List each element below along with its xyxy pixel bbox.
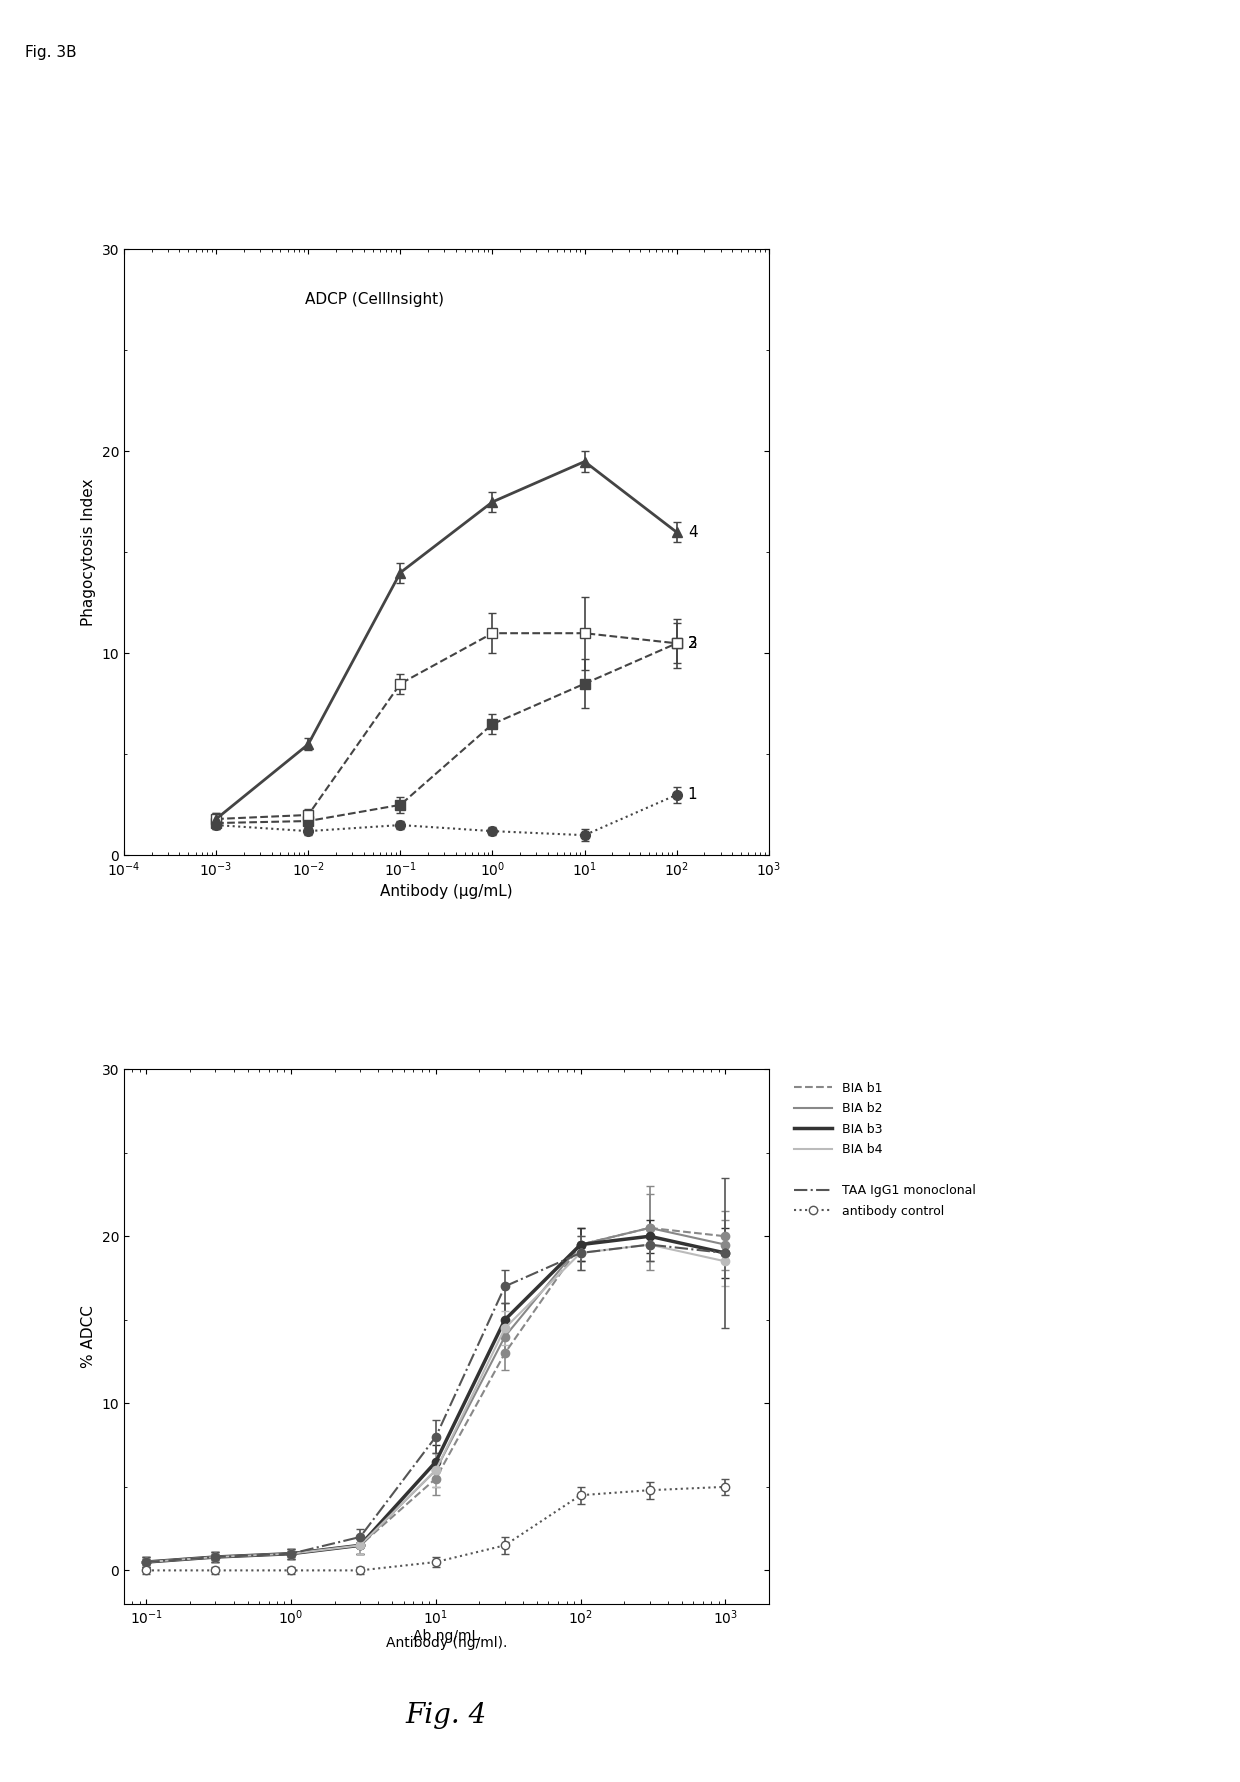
- Text: 2: 2: [688, 636, 697, 650]
- Text: Antibody (ng/ml).: Antibody (ng/ml).: [386, 1636, 507, 1650]
- X-axis label: Antibody (μg/mL): Antibody (μg/mL): [381, 884, 512, 900]
- Text: 3: 3: [688, 636, 698, 650]
- Y-axis label: Phagocytosis Index: Phagocytosis Index: [81, 479, 95, 625]
- Text: 1: 1: [688, 788, 697, 802]
- Text: Fig. 3B: Fig. 3B: [25, 45, 77, 59]
- Text: ADCP (CellInsight): ADCP (CellInsight): [305, 292, 444, 307]
- Legend: BIA b1, BIA b2, BIA b3, BIA b4, , TAA IgG1 monoclonal, antibody control: BIA b1, BIA b2, BIA b3, BIA b4, , TAA Ig…: [787, 1076, 982, 1224]
- Text: 4: 4: [688, 524, 697, 540]
- Text: Fig. 4: Fig. 4: [405, 1702, 487, 1729]
- X-axis label: Ab ng/mL: Ab ng/mL: [413, 1629, 480, 1643]
- Y-axis label: % ADCC: % ADCC: [81, 1304, 95, 1369]
